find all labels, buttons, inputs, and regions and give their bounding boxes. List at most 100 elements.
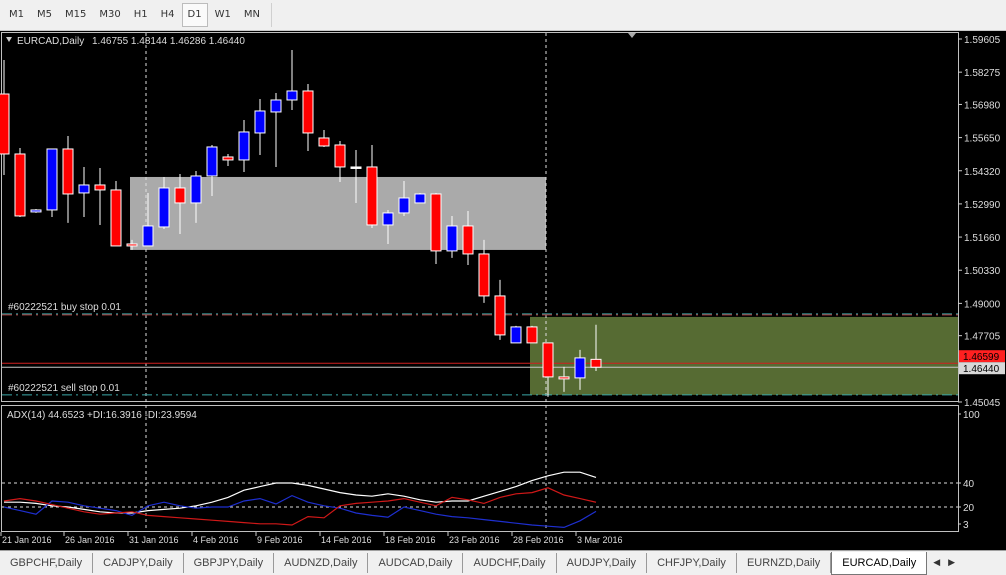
candle[interactable] [366, 144, 378, 228]
candle[interactable] [430, 192, 442, 264]
candle[interactable] [78, 166, 90, 217]
candle-body [494, 295, 506, 336]
timeframe-h4-button[interactable]: H4 [160, 9, 175, 20]
candle[interactable] [190, 170, 202, 223]
timeframe-m1-button[interactable]: M1 [9, 9, 24, 20]
candle[interactable] [542, 342, 554, 397]
candle[interactable] [558, 366, 570, 392]
candle[interactable] [222, 153, 234, 166]
candle[interactable] [62, 135, 74, 223]
timeframe-h1-button[interactable]: H1 [133, 9, 148, 20]
price-axis-label: 1.51660 [964, 233, 1001, 244]
candle[interactable] [94, 167, 106, 225]
candle[interactable] [510, 325, 522, 344]
candle[interactable] [142, 192, 154, 247]
adx-axis-label: 40 [963, 479, 975, 490]
timeframe-group: M1 M5 M15 M30 H1 H4 D1 W1 MN [3, 3, 272, 27]
candle[interactable] [158, 176, 170, 229]
candle-body [558, 376, 570, 380]
chart-tab[interactable]: EURNZD,Daily [737, 553, 832, 573]
timeframe-m15-button[interactable]: M15 [65, 9, 87, 20]
candle-body [430, 193, 442, 252]
candle[interactable] [446, 215, 458, 258]
candle[interactable] [30, 208, 42, 213]
candle[interactable] [110, 180, 122, 247]
candle-body [254, 110, 266, 134]
date-axis-label: 21 Jan 2016 [2, 535, 52, 545]
candle-body [142, 225, 154, 247]
candle-body [478, 253, 490, 297]
candle[interactable] [270, 92, 282, 167]
candle-body [462, 225, 474, 255]
chart-tab[interactable]: AUDNZD,Daily [274, 553, 369, 573]
candle[interactable] [46, 148, 58, 217]
chart-tab[interactable]: GBPCHF,Daily [0, 553, 94, 573]
date-axis-label: 9 Feb 2016 [257, 535, 303, 545]
candle-body [334, 144, 346, 168]
chart-tab[interactable]: CADJPY,Daily [93, 553, 184, 573]
candle[interactable] [350, 149, 362, 203]
candle[interactable] [414, 192, 426, 204]
chart-tab[interactable]: AUDCAD,Daily [368, 553, 464, 573]
timeframe-mn-button[interactable]: MN [243, 9, 260, 20]
adx-axis-label: 3 [963, 520, 969, 531]
candle[interactable] [478, 239, 490, 303]
candle[interactable] [334, 140, 346, 182]
candle[interactable] [318, 129, 330, 147]
timeframe-m5-button[interactable]: M5 [37, 9, 52, 20]
chart-tab[interactable]: GBPJPY,Daily [184, 553, 275, 573]
timeframe-d1-button[interactable]: D1 [181, 3, 208, 27]
chart-window[interactable]: #60222521 buy stop 0.01 #60222521 sell st… [0, 0, 1006, 550]
timeframe-m30-button[interactable]: M30 [99, 9, 121, 20]
candle[interactable] [238, 119, 250, 172]
candle-body [14, 153, 26, 217]
candle-body [510, 326, 522, 344]
candle[interactable] [286, 49, 298, 110]
main-panel-frame [1, 32, 959, 402]
candle-body [62, 148, 74, 195]
candle[interactable] [574, 349, 586, 390]
price-axis-label: 1.52990 [964, 200, 1001, 211]
date-axis-label: 28 Feb 2016 [513, 535, 564, 545]
adx-series-adx [4, 471, 597, 514]
candle[interactable] [126, 239, 138, 250]
candle[interactable] [590, 324, 602, 372]
price-axis-label: 1.59605 [964, 35, 1001, 46]
chart-shift-marker-icon[interactable] [628, 33, 636, 38]
candle-body [174, 187, 186, 204]
tab-scroll-right-icon[interactable]: ▶ [948, 558, 956, 568]
candle-body [542, 342, 554, 378]
candle[interactable] [398, 180, 410, 216]
candle[interactable] [462, 210, 474, 265]
candle[interactable] [302, 83, 314, 151]
price-axis-label: 1.54320 [964, 167, 1001, 178]
candle-body [350, 166, 362, 169]
chart-menu-triangle-icon[interactable] [6, 37, 12, 42]
price-axis-label: 1.56980 [964, 100, 1001, 111]
candle-body [398, 197, 410, 214]
price-axis-label: 1.50330 [964, 266, 1001, 277]
tab-scroll-left-icon[interactable]: ◀ [933, 558, 941, 568]
candle-body [270, 99, 282, 113]
chart-symbol-title: EURCAD,Daily [17, 36, 84, 47]
sell-stop-label: #60222521 sell stop 0.01 [8, 383, 120, 394]
chart-tab[interactable]: AUDCHF,Daily [463, 553, 557, 573]
candle[interactable] [382, 209, 394, 244]
candle[interactable] [206, 144, 218, 196]
timeframe-w1-button[interactable]: W1 [214, 9, 231, 20]
candle-body [110, 189, 122, 247]
candle[interactable] [14, 147, 26, 217]
green-zone[interactable] [530, 316, 958, 395]
candle[interactable] [0, 59, 10, 175]
candle-body [46, 148, 58, 211]
candle-body [206, 146, 218, 177]
chart-tab[interactable]: AUDJPY,Daily [557, 553, 648, 573]
candle[interactable] [526, 325, 538, 344]
chart-tabs-bar: GBPCHF,Daily CADJPY,Daily GBPJPY,Daily AUDN… [0, 550, 1006, 575]
candle[interactable] [174, 173, 186, 234]
candle[interactable] [254, 98, 266, 155]
candle[interactable] [494, 279, 506, 340]
adx-series-minus-di [3, 487, 597, 526]
chart-tab[interactable]: EURCAD,Daily [831, 551, 928, 575]
chart-tab[interactable]: CHFJPY,Daily [647, 553, 737, 573]
